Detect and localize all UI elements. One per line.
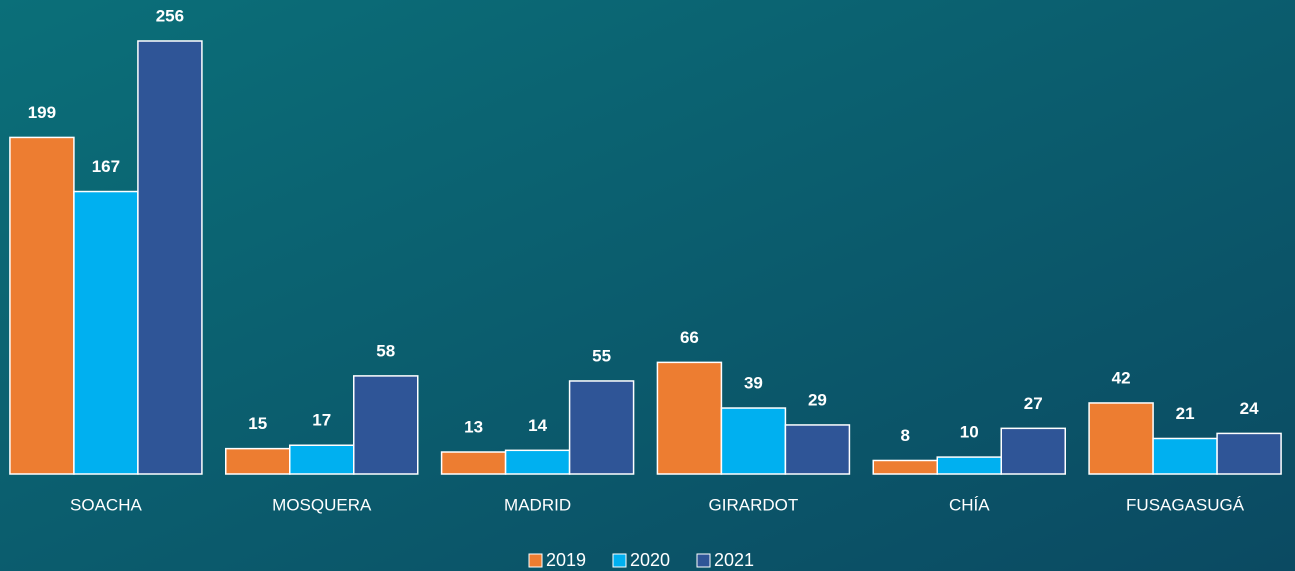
bar bbox=[289, 444, 355, 475]
bar bbox=[1152, 437, 1218, 475]
bar bbox=[137, 40, 203, 475]
legend-swatch bbox=[528, 553, 543, 568]
data-label: 21 bbox=[1176, 404, 1195, 423]
data-label: 39 bbox=[744, 374, 763, 393]
bar bbox=[353, 375, 419, 475]
data-label: 14 bbox=[528, 416, 547, 435]
data-label: 66 bbox=[680, 328, 699, 347]
data-label: 13 bbox=[464, 417, 483, 436]
data-label: 256 bbox=[156, 6, 184, 25]
legend-label: 2019 bbox=[546, 550, 586, 570]
legend-swatch bbox=[612, 553, 627, 568]
bar bbox=[1000, 427, 1066, 475]
data-label: 29 bbox=[808, 390, 827, 409]
data-label: 24 bbox=[1240, 399, 1259, 418]
bar bbox=[656, 361, 723, 475]
x-tick-label: FUSAGASUGÁ bbox=[1126, 495, 1245, 514]
x-tick-label: SOACHA bbox=[70, 495, 142, 514]
data-label: 17 bbox=[312, 411, 331, 430]
bar bbox=[225, 447, 291, 475]
legend-label: 2020 bbox=[630, 550, 670, 570]
data-label: 27 bbox=[1024, 394, 1043, 413]
bar bbox=[73, 190, 139, 475]
legend-swatch bbox=[696, 553, 711, 568]
bar bbox=[784, 424, 851, 475]
data-label: 15 bbox=[248, 414, 267, 433]
bar bbox=[720, 407, 787, 475]
data-label: 10 bbox=[960, 423, 979, 442]
data-label: 55 bbox=[592, 346, 611, 365]
bar bbox=[1216, 432, 1282, 475]
bar bbox=[568, 380, 635, 475]
x-tick-label: GIRARDOT bbox=[709, 495, 799, 514]
x-tick-label: MADRID bbox=[504, 495, 571, 514]
data-label: 8 bbox=[901, 426, 910, 445]
bar bbox=[9, 136, 75, 475]
bar bbox=[440, 451, 507, 475]
bar bbox=[504, 449, 571, 475]
data-label: 167 bbox=[92, 157, 120, 176]
data-label: 58 bbox=[376, 341, 395, 360]
legend-label: 2021 bbox=[714, 550, 754, 570]
bar bbox=[872, 459, 938, 475]
bar bbox=[1088, 402, 1154, 475]
data-label: 199 bbox=[28, 103, 56, 122]
x-tick-label: CHÍA bbox=[949, 495, 990, 514]
bar bbox=[936, 456, 1002, 475]
x-tick-label: MOSQUERA bbox=[272, 495, 372, 514]
data-label: 42 bbox=[1112, 368, 1131, 387]
